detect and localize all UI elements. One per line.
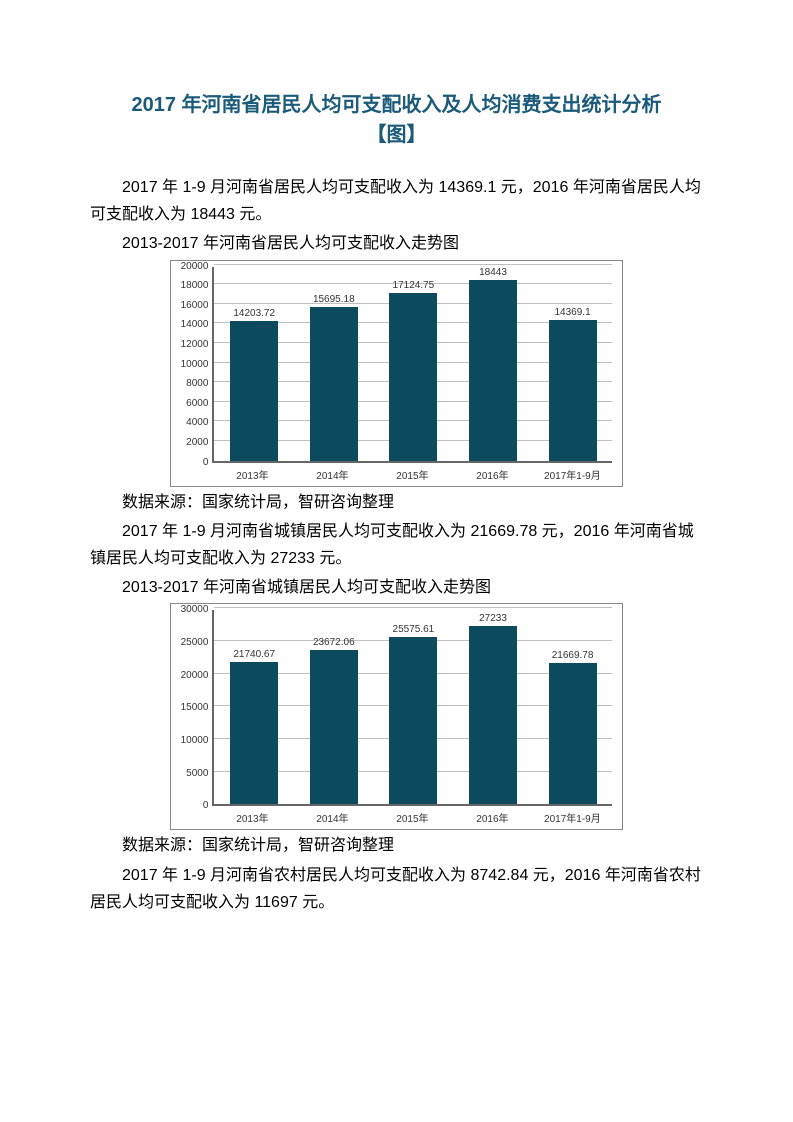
plot: 300002500020000150001000050000 21740.67 23…: [181, 610, 613, 806]
bar-value-label: 21740.67: [233, 649, 275, 660]
bar-value-label: 15695.18: [313, 294, 355, 305]
bar: [389, 293, 437, 461]
grid-line: [214, 607, 612, 608]
bar: [389, 637, 437, 804]
bar-slot: 23672.06: [302, 610, 366, 804]
bar-value-label: 14369.1: [555, 307, 591, 318]
x-tick: 2016年: [460, 810, 524, 825]
x-tick: 2014年: [300, 467, 364, 482]
bars: 14203.72 15695.18 17124.75 18443 14369.1: [214, 267, 612, 461]
chart1: 2000018000160001400012000100008000600040…: [170, 260, 624, 487]
plot-area: 14203.72 15695.18 17124.75 18443 14369.1: [212, 267, 612, 463]
bar: [469, 626, 517, 804]
x-tick: 2013年: [220, 467, 284, 482]
chart1-container: 2000018000160001400012000100008000600040…: [90, 260, 703, 487]
x-tick: 2014年: [300, 810, 364, 825]
bar-slot: 14203.72: [222, 267, 286, 461]
x-tick: 2017年1-9月: [540, 810, 604, 825]
plot: 2000018000160001400012000100008000600040…: [181, 267, 613, 463]
bar: [310, 307, 358, 461]
bar-value-label: 25575.61: [393, 624, 435, 635]
chart2-container: 300002500020000150001000050000 21740.67 23…: [90, 603, 703, 830]
title-line1: 2017 年河南省居民人均可支配收入及人均消费支出统计分析: [131, 94, 661, 116]
bar-slot: 25575.61: [381, 610, 445, 804]
bars: 21740.67 23672.06 25575.61 27233 21669.78: [214, 610, 612, 804]
bar-slot: 21740.67: [222, 610, 286, 804]
paragraph-2: 2017 年 1-9 月河南省城镇居民人均可支配收入为 21669.78 元，2…: [90, 518, 703, 572]
x-tick: 2017年1-9月: [540, 467, 604, 482]
bar: [549, 663, 597, 805]
bar-slot: 27233: [461, 610, 525, 804]
bar: [230, 662, 278, 804]
x-tick: 2013年: [220, 810, 284, 825]
bar: [310, 650, 358, 805]
bar-value-label: 17124.75: [393, 280, 435, 291]
bar-slot: 17124.75: [381, 267, 445, 461]
bar: [230, 321, 278, 460]
source-1: 数据来源：国家统计局，智研咨询整理: [90, 489, 703, 516]
title-line2: 【图】: [367, 124, 427, 146]
y-axis: 300002500020000150001000050000: [181, 610, 213, 806]
x-axis: 2013年 2014年 2015年 2016年 2017年1-9月: [212, 467, 612, 482]
bar-slot: 21669.78: [541, 610, 605, 804]
bar-value-label: 23672.06: [313, 637, 355, 648]
chart1-caption: 2013-2017 年河南省居民人均可支配收入走势图: [90, 230, 703, 257]
bar-value-label: 14203.72: [233, 308, 275, 319]
source-2: 数据来源：国家统计局，智研咨询整理: [90, 832, 703, 859]
chart2: 300002500020000150001000050000 21740.67 23…: [170, 603, 624, 830]
page-title: 2017 年河南省居民人均可支配收入及人均消费支出统计分析 【图】: [90, 90, 703, 150]
bar: [549, 320, 597, 461]
bar-value-label: 18443: [479, 267, 507, 278]
bar-value-label: 21669.78: [552, 650, 594, 661]
plot-area: 21740.67 23672.06 25575.61 27233 21669.78: [212, 610, 612, 806]
x-axis: 2013年 2014年 2015年 2016年 2017年1-9月: [212, 810, 612, 825]
chart2-caption: 2013-2017 年河南省城镇居民人均可支配收入走势图: [90, 574, 703, 601]
x-tick: 2015年: [380, 467, 444, 482]
bar: [469, 280, 517, 461]
paragraph-1: 2017 年 1-9 月河南省居民人均可支配收入为 14369.1 元，2016…: [90, 174, 703, 228]
y-axis: 2000018000160001400012000100008000600040…: [181, 267, 213, 463]
bar-slot: 15695.18: [302, 267, 366, 461]
grid-line: [214, 264, 612, 265]
bar-slot: 18443: [461, 267, 525, 461]
x-tick: 2016年: [460, 467, 524, 482]
paragraph-3: 2017 年 1-9 月河南省农村居民人均可支配收入为 8742.84 元，20…: [90, 862, 703, 916]
bar-value-label: 27233: [479, 613, 507, 624]
x-tick: 2015年: [380, 810, 444, 825]
bar-slot: 14369.1: [541, 267, 605, 461]
